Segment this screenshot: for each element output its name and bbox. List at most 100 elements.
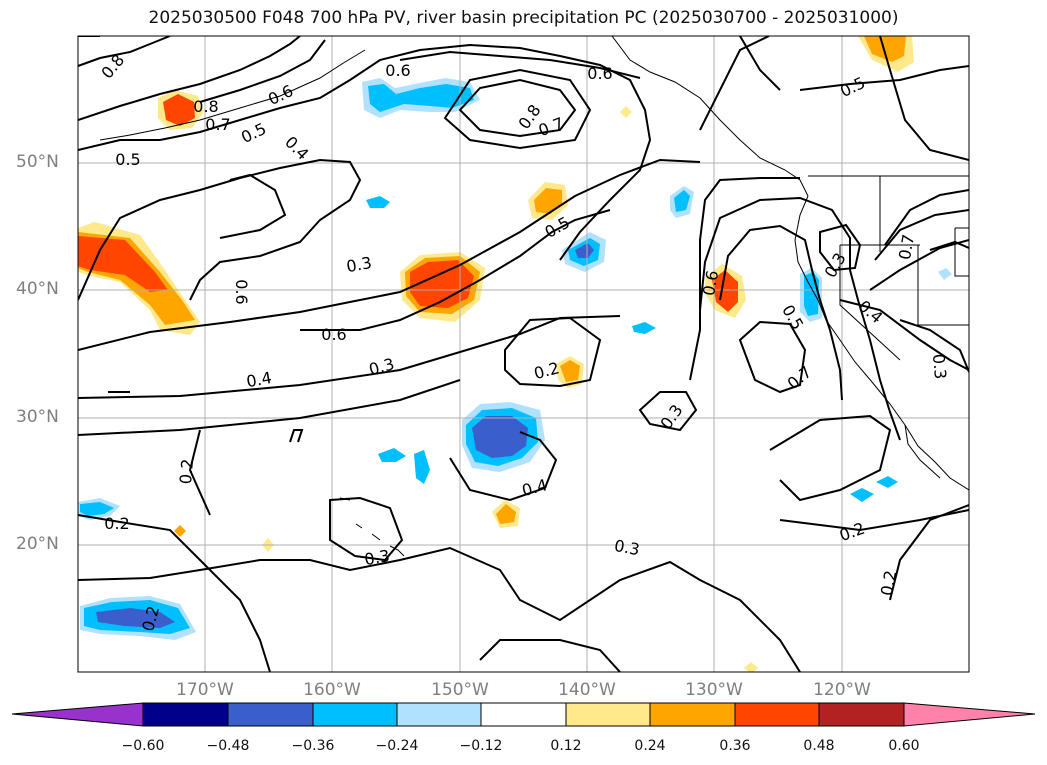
contour-0.3-mid xyxy=(78,315,621,399)
coast-baja xyxy=(904,424,941,479)
contour-0.6-west xyxy=(78,36,301,121)
colorbar-swatch xyxy=(565,702,651,727)
shade-pos-169w-53n-core xyxy=(163,94,195,126)
contour-label: 0.5 xyxy=(115,150,140,169)
contour-0.3-island xyxy=(329,496,404,562)
colorbar-swatch xyxy=(480,702,567,727)
contour-small-bracket xyxy=(289,429,304,443)
colorbar-tick-label: −0.12 xyxy=(459,738,503,754)
contour-0.4-east xyxy=(839,299,969,371)
contour-0.8-west xyxy=(78,36,171,67)
lon-label-140w: 140°W xyxy=(558,680,616,700)
map-title: 2025030500 F048 700 hPa PV, river basin … xyxy=(148,8,899,28)
contour-0.6-mid xyxy=(300,209,611,331)
lon-label-170w: 170°W xyxy=(176,680,234,700)
contour-label: 0.4 xyxy=(245,368,273,391)
colorbar-tick-label: 0.12 xyxy=(550,738,582,754)
shade-neg-small-4 xyxy=(378,448,406,462)
contour-0.2-east-south xyxy=(889,504,969,601)
lon-label-130w: 130°W xyxy=(685,680,743,700)
shade-pos-144w-48n-core xyxy=(534,188,562,214)
pv-contours xyxy=(78,36,969,672)
lat-label-50n: 50°N xyxy=(16,152,59,172)
contour-label: 0.8 xyxy=(193,97,218,116)
shade-neg-small-3 xyxy=(414,450,430,484)
shade-neg-small-6 xyxy=(876,476,898,488)
colorbar-swatch xyxy=(649,702,736,727)
contour-0.5-east xyxy=(699,196,901,441)
contour-0.2-north-far xyxy=(699,36,770,131)
colorbar-tick-label: −0.24 xyxy=(375,738,419,754)
contour-label: 0.2 xyxy=(176,458,197,485)
contour-0.5-loop xyxy=(219,173,287,239)
contour-0.2-mid xyxy=(188,429,211,516)
contour-0.4-far xyxy=(879,36,969,161)
shade-neg-small-5 xyxy=(850,488,874,502)
contour-east-high xyxy=(869,239,969,291)
coast-aleutians xyxy=(99,49,366,141)
contour-0.3-west xyxy=(78,379,461,436)
contour-label: 0.6 xyxy=(232,279,251,304)
shade-pos-143w-33n-core xyxy=(560,360,580,382)
contour-label: 0.3 xyxy=(929,353,950,380)
contour-east-high-2 xyxy=(874,209,969,261)
colorbar-swatch xyxy=(142,702,229,727)
contour-0.4-loop xyxy=(449,431,558,502)
contour-label: 0.3 xyxy=(363,546,391,569)
lat-label-20n: 20°N xyxy=(16,534,59,554)
contour-0.3-east-2 xyxy=(769,414,892,502)
shade-pos-small-5 xyxy=(86,222,98,230)
contour-0.2-loop xyxy=(504,316,602,388)
contour-0.3-lowbox xyxy=(479,639,621,672)
shade-neg-132w-46n-core xyxy=(674,190,690,212)
shade-neg-148w-28n-core xyxy=(472,416,528,458)
coast-alaska xyxy=(611,36,809,197)
contour-0.7-east xyxy=(738,320,807,394)
shade-neg-140w-43n-inner xyxy=(575,243,594,258)
colorbar-tick-label: −0.48 xyxy=(206,738,250,754)
contour-label: 0.3 xyxy=(345,253,373,276)
contour-0.3-low xyxy=(78,546,801,672)
shade-neg-173w-14n-core xyxy=(96,608,175,628)
contour-east-lower xyxy=(899,319,969,373)
contour-0.6-north xyxy=(399,50,641,79)
shade-pos-small-1 xyxy=(174,525,186,537)
shade-pos-117w-55n-core xyxy=(864,36,906,62)
colorbar-tick-label: −0.36 xyxy=(291,738,335,754)
contour-0.7-north xyxy=(443,68,592,150)
colorbar xyxy=(11,702,1036,727)
contour-label: 0.7 xyxy=(205,115,230,134)
colorbar-swatch xyxy=(227,702,314,727)
contour-0.3-east-loop xyxy=(819,223,862,272)
colorbar-extend-min xyxy=(11,702,144,727)
shade-pos-129w-40n-red xyxy=(712,270,738,312)
shade-neg-small-7 xyxy=(938,268,952,280)
contour-0.4 xyxy=(78,158,701,351)
contour-0.3-small-loop xyxy=(638,391,698,432)
colorbar-tick-label: 0.48 xyxy=(803,738,835,754)
colorbar-swatch xyxy=(312,702,398,727)
colorbar-swatch xyxy=(396,702,482,727)
contour-east-high-3 xyxy=(884,189,969,246)
contour-label: 0.6 xyxy=(321,325,346,344)
contour-0.8-north xyxy=(458,78,577,138)
shade-neg-west-22n-core xyxy=(80,502,114,516)
shade-pos-151w-40n-red xyxy=(410,260,474,308)
contour-0.6-east xyxy=(719,224,843,401)
contour-0.4-east-2 xyxy=(689,177,800,381)
coast-west-coast xyxy=(794,195,969,491)
map-frame xyxy=(77,35,970,673)
contour-0.7 xyxy=(199,39,326,103)
contour-east-loop xyxy=(929,240,969,251)
contour-label: 0.3 xyxy=(613,536,641,559)
contour-0.5-big xyxy=(78,158,362,301)
colorbar-swatch xyxy=(734,702,820,727)
lon-label-120w: 120°W xyxy=(813,680,871,700)
shade-neg-155w-55n-core xyxy=(368,84,474,112)
contour-0.5-north-far xyxy=(799,65,969,91)
contour-label: 0.6 xyxy=(385,61,410,80)
shade-pos-146w-23n-core xyxy=(496,504,516,524)
contour-label: 0.6 xyxy=(699,269,722,297)
colorbar-extend-max xyxy=(903,702,1036,727)
